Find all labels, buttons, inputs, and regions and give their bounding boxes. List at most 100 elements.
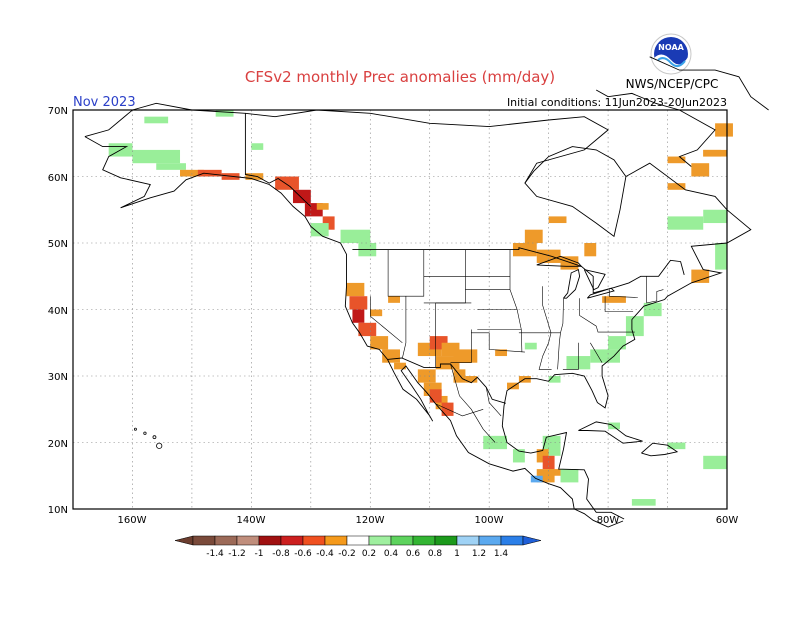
colorbar-swatch xyxy=(456,535,480,546)
lon-label: 60W xyxy=(716,515,739,526)
colorbar-swatch xyxy=(390,535,414,546)
state-border xyxy=(590,342,603,363)
colorbar-swatch xyxy=(346,535,370,546)
lat-label: 20N xyxy=(48,439,68,450)
mexico-state-border xyxy=(450,363,496,443)
colorbar-swatch xyxy=(478,535,502,546)
lon-label: 100W xyxy=(475,515,504,526)
greenland-coast xyxy=(649,56,769,111)
cuba-coast xyxy=(578,421,643,444)
mexico-state-border xyxy=(485,387,502,417)
colorbar-tick-label: -0.8 xyxy=(272,549,290,559)
lake-michigan xyxy=(563,268,581,299)
anomaly-cell xyxy=(608,422,620,430)
anomaly-cell xyxy=(667,442,686,450)
lat-label: 10N xyxy=(48,505,68,516)
colorbar-high-arrow xyxy=(522,535,542,546)
mexico-state-border xyxy=(435,403,484,417)
anomaly-cell xyxy=(340,229,371,243)
colorbar-tick-label: 1.2 xyxy=(472,549,486,559)
colorbar-swatch xyxy=(280,535,304,546)
colorbar-tick-label: 1 xyxy=(454,549,460,559)
border-alaska xyxy=(244,113,312,207)
anomaly-cell xyxy=(465,376,478,383)
colorbar-tick-label: -1.2 xyxy=(228,549,246,559)
lat-label: 70N xyxy=(48,106,68,117)
lake-huron xyxy=(583,269,606,291)
state-border xyxy=(579,298,635,333)
state-border xyxy=(538,286,552,370)
anomaly-cell xyxy=(251,143,264,150)
anomaly-cell xyxy=(370,336,389,350)
lon-label: 140W xyxy=(237,515,266,526)
anomaly-cell xyxy=(703,149,727,157)
anomaly-cell xyxy=(144,116,169,124)
anomaly-cell xyxy=(715,123,733,137)
anomaly-cell xyxy=(602,296,626,303)
graticule xyxy=(73,110,727,509)
colorbar-swatch xyxy=(500,535,524,546)
agency-label: NWS/NCEP/CPC xyxy=(626,77,719,91)
anomaly-cell xyxy=(524,229,543,243)
colorbar-swatch xyxy=(214,535,238,546)
anomaly-cell xyxy=(667,183,686,190)
anomaly-cell xyxy=(507,382,519,390)
ocean-background xyxy=(73,110,727,509)
anomaly-cell xyxy=(382,349,400,363)
coastline-west xyxy=(84,136,624,528)
anomaly-cell xyxy=(703,455,727,470)
anomaly-cell xyxy=(310,223,329,237)
colorbar-tick-label: -1 xyxy=(255,549,264,559)
state-border xyxy=(370,296,403,344)
lat-label: 60N xyxy=(48,173,68,184)
anomaly-cell xyxy=(292,189,311,204)
anomaly-cell xyxy=(667,156,686,164)
initial-conditions-label: Initial conditions: 11Jun2023-20Jun2023 xyxy=(507,96,727,109)
figure-title: CFSv2 monthly Prec anomalies (mm/day) xyxy=(245,68,555,86)
anomaly-cell xyxy=(132,149,181,164)
island-hawaii xyxy=(143,431,147,435)
lake-erie xyxy=(586,287,615,299)
hispaniola-coast xyxy=(641,442,679,457)
map-area xyxy=(72,56,769,528)
hudson-bay xyxy=(524,146,627,184)
island-hawaii xyxy=(133,427,137,431)
anomaly-cell xyxy=(512,449,525,463)
anomaly-cell xyxy=(518,376,531,383)
lon-label: 80W xyxy=(597,515,620,526)
colorbar-swatch xyxy=(368,535,392,546)
colorbar-tick-label: -0.2 xyxy=(338,549,356,559)
colorbar-low-arrow xyxy=(174,535,194,546)
state-border xyxy=(646,276,664,304)
anomaly-cell xyxy=(435,395,448,410)
colorbar-swatch xyxy=(258,535,282,546)
svg-text:NOAA: NOAA xyxy=(658,43,684,52)
anomaly-cell xyxy=(346,282,365,297)
colorbar-tick-label: -0.4 xyxy=(316,549,334,559)
colorbar-tick-label: -1.4 xyxy=(206,549,224,559)
month-label: Nov 2023 xyxy=(73,95,136,110)
colorbar-tick-label: -0.6 xyxy=(294,549,312,559)
anomaly-cell xyxy=(483,435,508,450)
anomaly-cell xyxy=(667,216,704,230)
anomaly-cell xyxy=(560,256,579,270)
border-us-mexico xyxy=(387,357,506,404)
colorbar-swatch xyxy=(192,535,216,546)
colorbar-tick-label: 1.4 xyxy=(494,549,509,559)
anomaly-cell xyxy=(215,110,234,117)
anomaly-cell xyxy=(156,163,186,170)
anomaly-cell xyxy=(358,322,377,337)
colorbar-swatch xyxy=(324,535,348,546)
anomaly-cell xyxy=(536,249,561,263)
anomaly-cell xyxy=(495,349,508,357)
anomaly-cell xyxy=(370,309,383,317)
anomaly-cell xyxy=(197,169,222,177)
anomaly-cell xyxy=(590,349,620,363)
colorbar-swatch xyxy=(236,535,260,546)
colorbar-tick-label: 0.6 xyxy=(406,549,421,559)
colorbar-tick-label: 0.2 xyxy=(362,549,376,559)
lon-label: 160W xyxy=(118,515,147,526)
anomaly-cell xyxy=(417,369,436,383)
anomaly-cell xyxy=(703,209,727,224)
anomaly-cell xyxy=(548,216,567,224)
